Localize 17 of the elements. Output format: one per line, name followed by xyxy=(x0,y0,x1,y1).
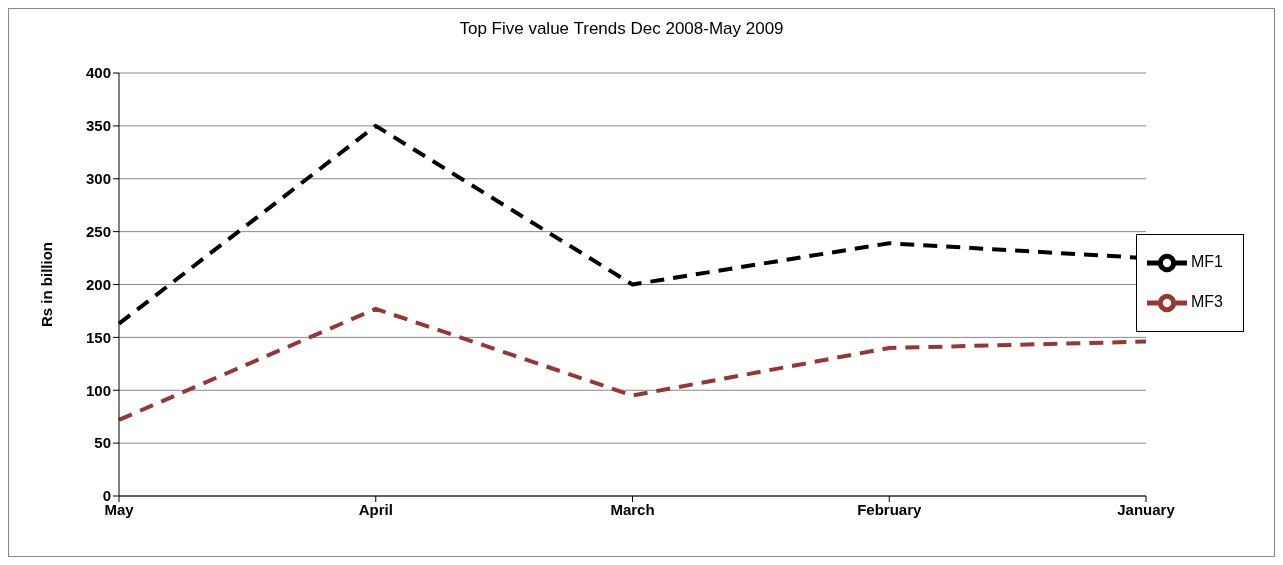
y-tick-label: 350 xyxy=(85,117,111,135)
legend-label: MF3 xyxy=(1191,292,1223,310)
y-tick-label: 150 xyxy=(85,328,111,346)
chart-title: Top Five value Trends Dec 2008-May 2009 xyxy=(458,19,785,39)
legend-label: MF1 xyxy=(1191,252,1223,270)
y-tick-label: 50 xyxy=(94,434,111,452)
x-tick-label: March xyxy=(610,500,655,518)
y-tick-label: 400 xyxy=(85,64,111,82)
x-tick-label: January xyxy=(1117,500,1176,518)
y-tick-label: 200 xyxy=(85,275,111,293)
line-series xyxy=(117,306,1148,422)
y-tick-label: 300 xyxy=(85,170,111,188)
y-tick-label: 100 xyxy=(85,381,111,399)
y-axis-title: Rs in billion xyxy=(38,242,56,327)
x-tick-label: April xyxy=(358,500,393,518)
y-tick-label: 250 xyxy=(85,222,111,240)
x-tick-label: February xyxy=(857,500,922,518)
